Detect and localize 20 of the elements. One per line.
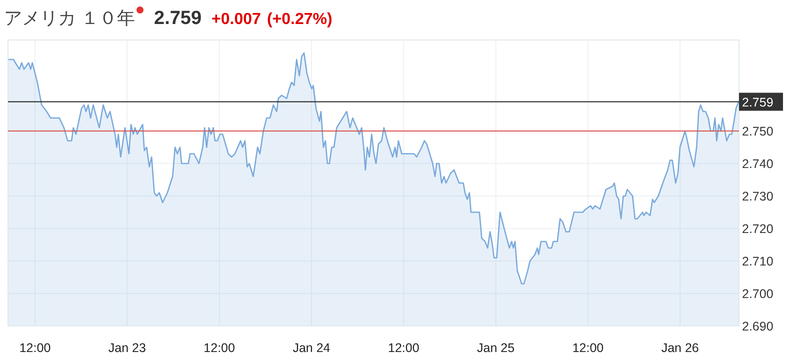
x-tick-label: 12:00 bbox=[572, 341, 604, 355]
x-tick-label: 12:00 bbox=[204, 341, 236, 355]
x-tick-label: Jan 25 bbox=[477, 341, 515, 355]
x-tick-label: 12:00 bbox=[19, 341, 51, 355]
x-tick-label: Jan 24 bbox=[292, 341, 330, 355]
chart-title: アメリカ １０年 bbox=[4, 8, 136, 28]
y-tick-label: 2.740 bbox=[742, 157, 774, 171]
x-tick-label: Jan 26 bbox=[661, 341, 699, 355]
x-tick-label: 12:00 bbox=[388, 341, 420, 355]
y-tick-label: 2.730 bbox=[742, 190, 774, 204]
x-tick-label: Jan 23 bbox=[108, 341, 146, 355]
y-tick-label: 2.700 bbox=[742, 287, 774, 301]
y-tick-label: 2.750 bbox=[742, 124, 774, 138]
y-tick-label: 2.720 bbox=[742, 222, 774, 236]
text: (+0.27%) bbox=[266, 11, 332, 28]
ref-line-label: 2.759 bbox=[742, 95, 774, 110]
text: 2.759 bbox=[154, 8, 202, 29]
y-tick-label: 2.690 bbox=[742, 320, 774, 334]
text: +0.007 bbox=[212, 11, 262, 28]
y-tick-label: 2.710 bbox=[742, 254, 774, 268]
